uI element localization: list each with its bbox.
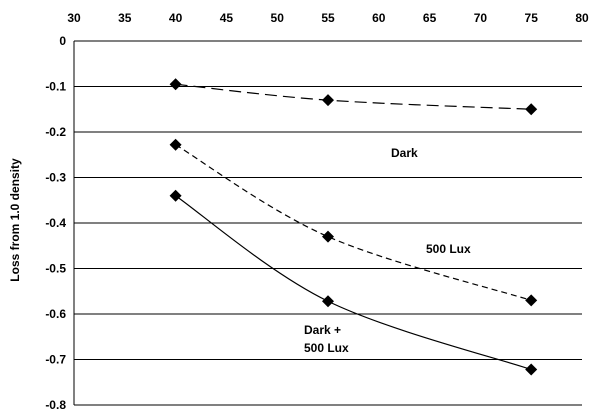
x-tick-label: 35 <box>118 11 132 25</box>
x-axis-ticks: 30 35 40 45 50 55 60 65 70 75 80 <box>67 11 589 25</box>
x-tick-label: 75 <box>525 11 539 25</box>
x-tick-label: 45 <box>220 11 234 25</box>
annotation-dark: Dark <box>391 146 418 160</box>
x-tick-label: 40 <box>169 11 183 25</box>
data-point-2-0 <box>169 189 182 202</box>
x-tick-label: 65 <box>423 11 437 25</box>
y-tick-label: 0 <box>59 34 66 48</box>
data-point-0-2 <box>525 103 538 116</box>
data-point-1-0 <box>169 138 182 151</box>
x-tick-label: 30 <box>67 11 81 25</box>
x-tick-label: 80 <box>575 11 589 25</box>
y-tick-label: -0.7 <box>45 353 66 367</box>
data-point-0-0 <box>169 78 182 91</box>
y-axis-label: Loss from 1.0 density <box>8 158 22 282</box>
data-point-1-1 <box>322 230 334 243</box>
data-point-2-2 <box>525 363 538 376</box>
y-axis-ticks: 0 -0.1 -0.2 -0.3 -0.4 -0.5 -0.6 -0.7 -0.8 <box>45 34 66 410</box>
y-tick-label: -0.5 <box>45 262 66 276</box>
x-tick-label: 60 <box>372 11 386 25</box>
data-point-2-1 <box>322 295 334 308</box>
gridlines <box>73 40 582 406</box>
annotation-500-lux: 500 Lux <box>426 242 471 256</box>
y-tick-label: -0.4 <box>45 216 66 230</box>
x-tick-label: 50 <box>271 11 285 25</box>
x-tick-label: 55 <box>321 11 335 25</box>
series-layer <box>169 78 538 376</box>
series-line-0 <box>175 83 532 110</box>
y-tick-label: -0.2 <box>45 125 66 139</box>
series-line-2 <box>175 195 532 371</box>
annotation-dark-plus-line-2: 500 Lux <box>304 341 349 355</box>
x-tick-label: 70 <box>474 11 488 25</box>
y-tick-label: -0.6 <box>45 307 66 321</box>
series-line-1 <box>175 144 532 301</box>
data-point-0-1 <box>322 94 334 107</box>
annotation-dark-plus-line-1: Dark + <box>304 323 341 337</box>
data-point-1-2 <box>525 294 538 307</box>
y-tick-label: -0.1 <box>45 80 66 94</box>
y-tick-label: -0.3 <box>45 171 66 185</box>
y-tick-label: -0.8 <box>45 398 66 410</box>
